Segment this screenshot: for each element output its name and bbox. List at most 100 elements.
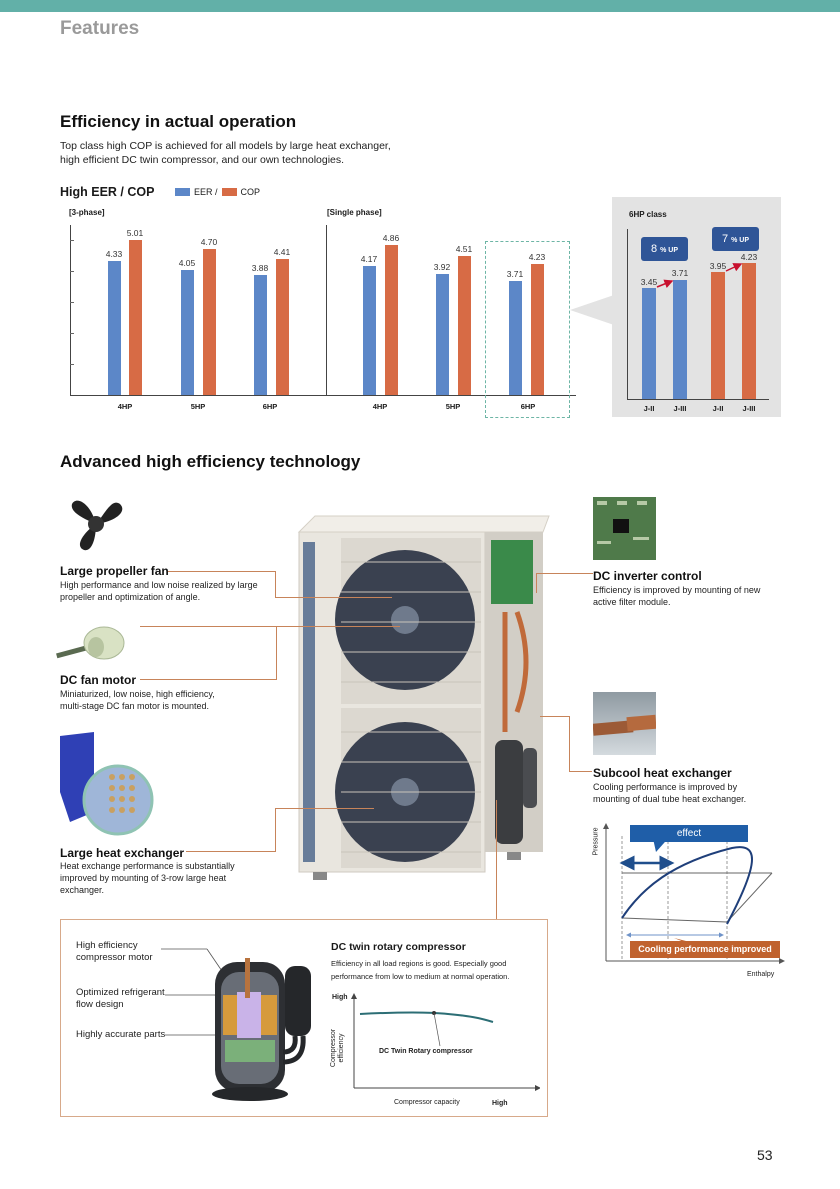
badge-unit: % UP — [660, 247, 679, 254]
effect-label: effect — [630, 825, 748, 842]
y-tick — [70, 333, 74, 334]
leader-line-compressor — [496, 800, 497, 919]
ph-diagram-graphic — [603, 823, 785, 964]
dual-tube-icon — [593, 692, 656, 755]
leader-line-propeller-2 — [276, 597, 392, 598]
bar-eer-4hp — [363, 266, 376, 395]
single-phase-label: [Single phase] — [327, 208, 382, 217]
label-line: flow design — [76, 999, 124, 1010]
category-label: 4HP — [372, 402, 388, 411]
desc-line: improved by mounting of 3-row large heat — [60, 873, 227, 883]
badge-number: 7 — [721, 233, 729, 245]
advanced-title: Advanced high efficiency technology — [60, 452, 361, 471]
intro-line: high efficient DC twin compressor, and o… — [60, 154, 345, 166]
desc-line: Heat exchange performance is substantial… — [60, 861, 235, 871]
inset-6hp-class: 6HP class 8 % UP 7 % UP 3.45 3.71 3.95 4… — [612, 197, 781, 417]
feature-desc: Miniaturized, low noise, high efficiency… — [60, 688, 215, 712]
category-label: J-II — [712, 404, 724, 413]
compressor-illustration — [161, 948, 311, 1101]
desc-line: High performance and low noise realized … — [60, 580, 258, 590]
bar-eer-5hp — [436, 274, 449, 395]
efficiency-title: Efficiency in actual operation — [60, 112, 297, 131]
bar-cop-5hp — [458, 256, 471, 395]
efficiency-intro: Top class high COP is achieved for all m… — [60, 139, 391, 167]
outdoor-unit-illustration — [297, 515, 550, 880]
value-label: 3.95 — [709, 261, 727, 271]
compressor-title: DC twin rotary compressor — [331, 941, 466, 953]
leader-line-inverter — [536, 573, 593, 593]
value-label: 4.33 — [105, 249, 123, 259]
desc-line: Miniaturized, low noise, high efficiency… — [60, 689, 215, 699]
cop-swatch — [221, 188, 237, 196]
chart-title: High EER / COP — [60, 185, 155, 199]
y-high-label: High — [332, 994, 348, 1001]
category-label: 5HP — [445, 402, 461, 411]
y-tick — [70, 240, 74, 241]
x-axis-label: Compressor capacity — [394, 1099, 460, 1106]
ph-diagram: effect Cooling performance improved Pres… — [592, 818, 792, 986]
eer-swatch — [175, 188, 190, 196]
bar-eer-6hp — [254, 275, 267, 395]
value-label: 4.86 — [382, 233, 400, 243]
badge-unit: % UP — [731, 237, 750, 244]
three-phase-label: [3-phase] — [69, 208, 105, 217]
feature-title: Large propeller fan — [60, 564, 169, 578]
bar-cop-5hp — [203, 249, 216, 395]
category-label: 6HP — [520, 402, 536, 411]
x-axis — [70, 395, 328, 396]
intro-line: Top class high COP is achieved for all m… — [60, 140, 391, 152]
x-high-label: High — [492, 1100, 508, 1107]
desc-line: propeller and optimization of angle. — [60, 592, 201, 602]
callout-pointer — [570, 295, 614, 325]
bar-eer-5hp — [181, 270, 194, 395]
bar-cop-6hp — [276, 259, 289, 395]
y-axis — [70, 225, 71, 395]
desc-line: exchanger. — [60, 885, 105, 895]
value-label: 3.45 — [640, 277, 658, 287]
feature-title: DC inverter control — [593, 569, 702, 583]
leader-line-propeller — [168, 571, 276, 598]
desc-line: performance from low to medium at normal… — [331, 972, 510, 981]
chart-legend: EER / COP — [175, 187, 260, 197]
compressor-desc: Efficiency in all load regions is good. … — [331, 957, 509, 983]
category-label: 4HP — [117, 402, 133, 411]
badge-cop-up: 7 % UP — [712, 227, 759, 251]
legend-eer: EER / — [194, 187, 218, 197]
pressure-axis-label: Pressure — [592, 827, 600, 856]
bar-eer-4hp — [108, 261, 121, 395]
inverter-board-icon — [593, 497, 656, 560]
leader-line-fan-motor — [140, 626, 276, 680]
feature-desc: Efficiency is improved by mounting of ne… — [593, 584, 760, 608]
value-label: 3.92 — [433, 262, 451, 272]
desc-line: Efficiency in all load regions is good. … — [331, 959, 507, 968]
value-label: 4.23 — [740, 252, 758, 262]
increase-arrows — [656, 263, 743, 288]
section-label: Features — [60, 18, 140, 39]
bar-cop-6hp — [531, 264, 544, 395]
badge-number: 8 — [650, 243, 658, 255]
value-label: 4.05 — [178, 258, 196, 268]
bar-eer-j3 — [673, 280, 687, 399]
compressor-label-motor: High efficiency compressor motor — [76, 940, 153, 964]
category-label: J-III — [673, 404, 687, 413]
feature-title: Large heat exchanger — [60, 846, 185, 860]
chart-three-phase: 4.33 5.01 4HP 4.05 4.70 5HP 3.88 4.41 6H… — [70, 225, 328, 411]
feature-desc: Cooling performance is improved by mount… — [593, 781, 746, 805]
header-bar — [0, 0, 840, 12]
page-number: 53 — [757, 1147, 773, 1163]
leader-line-fan-motor-2 — [276, 626, 400, 680]
y-axis-label: Compressor efficiency — [330, 1028, 345, 1068]
category-label: 5HP — [190, 402, 206, 411]
leader-line-heat-exchanger — [186, 808, 276, 852]
category-label: J-III — [742, 404, 756, 413]
y-tick — [70, 364, 74, 365]
label-line: compressor motor — [76, 952, 153, 963]
bar-cop-j3 — [742, 263, 756, 399]
category-label: 6HP — [262, 402, 278, 411]
legend-cop: COP — [240, 187, 261, 197]
category-label: J-II — [643, 404, 655, 413]
desc-line: mounting of dual tube heat exchanger. — [593, 794, 747, 804]
leader-line-fan-motor-top — [140, 626, 276, 680]
efficiency-chart-graphic — [351, 993, 540, 1091]
compressor-box — [60, 919, 548, 1117]
